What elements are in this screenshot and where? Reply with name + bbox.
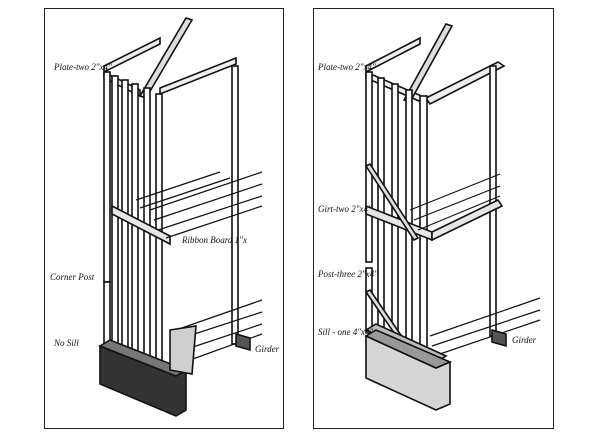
- right-label-girt: Girt-two 2"x4": [318, 204, 372, 214]
- right-panel-frame: [313, 8, 554, 429]
- right-girt-right: [431, 198, 504, 242]
- left-ribbon-board: [111, 204, 171, 246]
- right-label-sill: Sill - one 4"x4": [318, 327, 374, 337]
- right-lower-joists: [429, 297, 541, 357]
- left-label-no-sill: No Sill: [54, 338, 79, 348]
- left-floor-joists: [135, 171, 263, 239]
- right-girder: [491, 328, 507, 348]
- right-label-post: Post-three 2"x4": [318, 269, 378, 279]
- left-label-plate: Plate-two 2"x4": [54, 62, 112, 72]
- right-floor-joists: [409, 173, 501, 231]
- left-label-girder: Girder: [255, 344, 280, 354]
- left-base-board: [169, 325, 197, 375]
- right-label-plate: Plate-two 2"x4": [318, 62, 376, 72]
- left-plate-right: [159, 56, 237, 96]
- right-label-girder: Girder: [512, 335, 537, 345]
- left-girder: [235, 332, 251, 352]
- left-label-ribbon-board: Ribbon Board 1"x: [182, 235, 247, 245]
- right-foundation-top: [364, 329, 453, 369]
- left-panel-frame: [44, 8, 284, 429]
- right-diag-brace-1: [364, 162, 420, 242]
- left-label-corner-post: Corner Post: [50, 272, 95, 282]
- right-plate-right: [424, 61, 506, 106]
